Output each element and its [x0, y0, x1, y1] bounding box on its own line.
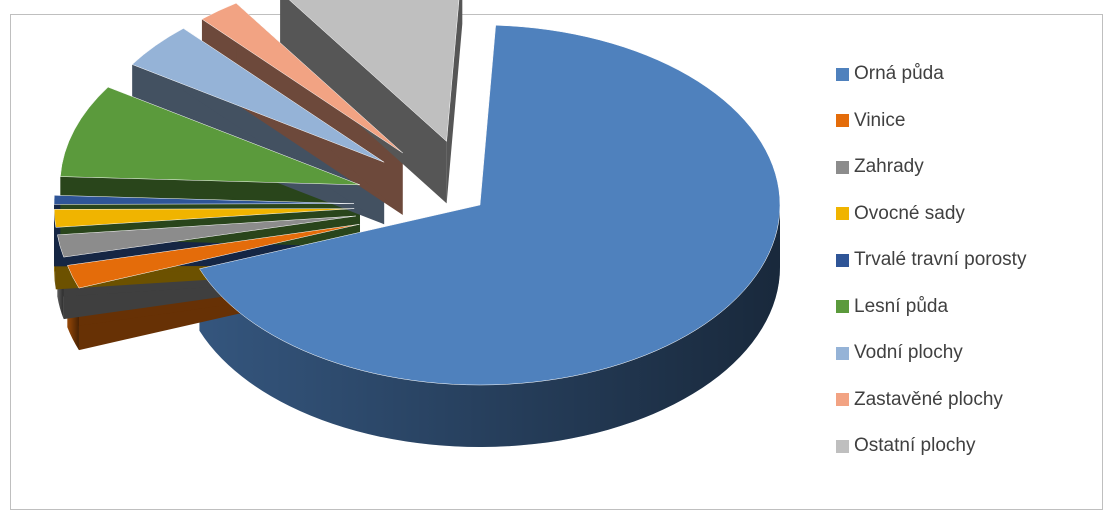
slice-ostatni-plochy — [289, 0, 460, 142]
legend-swatch — [836, 300, 849, 314]
legend-swatch — [836, 67, 849, 81]
legend-swatch — [836, 114, 849, 128]
pie-tops — [53, 0, 781, 386]
chart-frame — [10, 14, 1103, 510]
legend: Orná půda Vinice Zahrady Ovocné sady Trvalé … — [836, 51, 1096, 470]
legend-swatch — [836, 439, 849, 453]
legend-label: Lesní půda — [854, 295, 949, 317]
legend-swatch — [836, 160, 849, 174]
slice-vinice — [67, 224, 360, 289]
legend-label: Orná půda — [854, 63, 944, 85]
legend-item: Lesní půda — [836, 284, 1096, 331]
slice-ostatni-plochy-face — [280, 0, 447, 204]
legend-item: Zahrady — [836, 144, 1096, 191]
legend-label: Zastavěné plochy — [854, 388, 1003, 410]
slice-zastavene-plochy — [201, 2, 403, 154]
legend-item: Orná půda — [836, 51, 1096, 98]
legend-item: Vinice — [836, 98, 1096, 145]
legend-swatch — [836, 207, 849, 221]
legend-label: Vinice — [854, 109, 906, 131]
slice-ovocne-sady — [53, 208, 355, 228]
legend-item: Vodní plochy — [836, 330, 1096, 377]
legend-label: Ovocné sady — [854, 202, 965, 224]
slice-zahrady — [57, 215, 356, 258]
slice-vodni-plochy-face — [132, 64, 385, 225]
slice-lesni-puda — [60, 86, 361, 186]
legend-item: Trvalé travní porosty — [836, 237, 1096, 284]
slice-ostatni-plochy-face — [446, 0, 463, 204]
slice-orna-puda — [199, 24, 781, 386]
legend-swatch — [836, 253, 849, 267]
legend-item: Zastavěné plochy — [836, 377, 1096, 424]
legend-item: Ovocné sady — [836, 191, 1096, 238]
legend-label: Trvalé travní porosty — [854, 249, 1027, 271]
slice-trvale-travni-porosty — [53, 195, 355, 205]
legend-label: Ostatní plochy — [854, 435, 976, 457]
legend-swatch — [836, 346, 849, 360]
legend-swatch — [836, 393, 849, 407]
legend-label: Vodní plochy — [854, 342, 963, 364]
slice-orna-puda-side-shade — [199, 205, 780, 448]
slice-vodni-plochy — [131, 28, 385, 163]
legend-label: Zahrady — [854, 156, 924, 178]
legend-item: Ostatní plochy — [836, 423, 1096, 470]
